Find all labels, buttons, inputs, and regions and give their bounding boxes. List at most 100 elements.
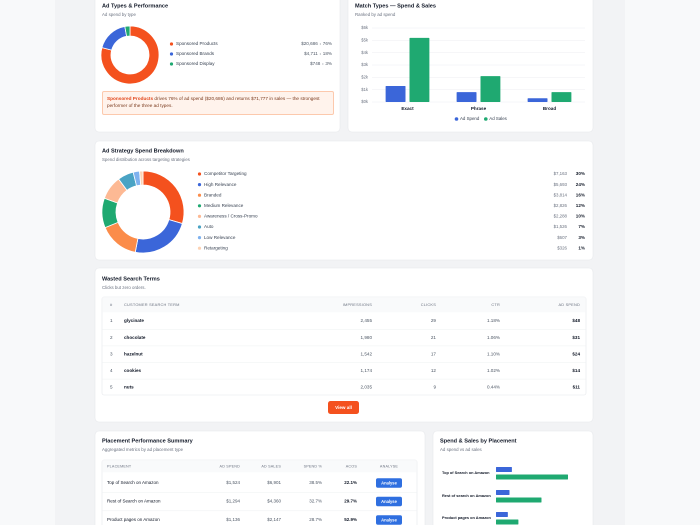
legend-swatch	[454, 117, 459, 121]
bar	[496, 467, 512, 472]
legend-value: $4,711	[304, 51, 318, 56]
table-cell: glycinate	[124, 318, 144, 323]
table-cell: Top of Search on Amazon	[107, 480, 159, 485]
legend-swatch	[197, 236, 202, 240]
table-cell: nuts	[124, 385, 134, 390]
table-cell: $14	[572, 368, 580, 373]
legend-value: $3,814	[554, 192, 568, 197]
table-cell: Rest of Search on Amazon	[107, 499, 161, 504]
card-subtitle: Ad spend vs ad sales	[440, 447, 483, 452]
table-cell: 1.06%	[487, 335, 500, 340]
legend-swatch	[197, 214, 202, 218]
legend-label: Low Relevance	[204, 235, 236, 240]
table-cell: 1	[110, 318, 113, 323]
bar	[527, 98, 548, 102]
column-header: AD SPEND	[559, 302, 581, 307]
table-cell: $48	[572, 318, 580, 323]
x-tick-label: Phrase	[471, 106, 487, 111]
table-cell: 22.1%	[344, 480, 357, 485]
legend-swatch	[169, 62, 174, 66]
table-cell: 9	[433, 385, 436, 390]
table-cell: 17	[431, 351, 437, 356]
view-all-button[interactable]	[328, 401, 359, 414]
table-cell: 1.10%	[487, 351, 500, 356]
analyse-button[interactable]	[376, 496, 402, 507]
bar	[496, 512, 508, 517]
analyse-button[interactable]	[376, 515, 402, 525]
legend-percent: 24%	[576, 182, 585, 187]
column-header: IMPRESSIONS	[343, 302, 372, 307]
table-header-bg	[102, 297, 586, 313]
card	[347, 0, 594, 133]
legend-value: $1,526	[554, 224, 568, 229]
table-cell: 1,174	[361, 368, 373, 373]
analyse-button[interactable]	[376, 478, 402, 488]
y-tick-label: $3k	[361, 62, 369, 67]
legend-percent: 76%	[323, 41, 332, 46]
legend-swatch	[197, 183, 202, 187]
bar	[496, 497, 542, 503]
legend-label: Ad Sales	[489, 116, 507, 121]
separator-dot	[319, 53, 321, 55]
card-title: Spend & Sales by Placement	[440, 438, 517, 444]
column-header: SPEND %	[304, 464, 323, 468]
legend-swatch	[169, 52, 174, 56]
table-cell: 28.7%	[309, 517, 322, 522]
legend-swatch	[483, 117, 488, 121]
table-cell: 32.7%	[309, 499, 322, 504]
legend-label: High Relevance	[204, 182, 237, 187]
legend-swatch	[197, 246, 202, 250]
column-header: CUSTOMER SEARCH TERM	[124, 302, 180, 307]
legend-value: $2,288	[554, 214, 568, 219]
table-cell: 2,455	[361, 318, 373, 323]
y-tick-label: $6k	[361, 25, 369, 30]
card-title: Ad Strategy Spend Breakdown	[102, 148, 184, 154]
bar	[496, 490, 510, 495]
legend-percent: 16%	[576, 192, 585, 197]
card-subtitle: Clicks but zero orders.	[102, 285, 146, 290]
table-cell: $31	[572, 335, 580, 340]
table-cell: 3	[110, 351, 113, 356]
legend-swatch	[197, 193, 202, 197]
column-header: ACOS	[346, 464, 358, 468]
legend-label: Sponsored Display	[176, 61, 215, 66]
legend-value: $748	[310, 61, 321, 66]
card-subtitle: Ranked by ad spend	[355, 12, 396, 17]
table-cell: 5	[110, 385, 113, 390]
table-cell: cookies	[124, 368, 142, 373]
column-header: PLACEMENT	[107, 464, 132, 468]
bar	[409, 37, 430, 102]
card-subtitle: Spend distribution across targeting stra…	[102, 157, 191, 162]
table-cell: 1,980	[361, 335, 373, 340]
column-header: #	[110, 302, 113, 307]
table-cell: Product pages on Amazon	[107, 517, 160, 522]
button-label: Analyse	[381, 517, 397, 522]
donut-segment	[139, 170, 144, 186]
table-cell: $1,294	[226, 499, 240, 504]
legend-value: $7,163	[554, 171, 568, 176]
table-cell: chocolate	[124, 335, 146, 340]
donut-segment	[124, 25, 131, 37]
table-cell: 52.9%	[344, 517, 357, 522]
card-title: Wasted Search Terms	[102, 276, 160, 282]
legend-label: Sponsored Brands	[176, 51, 215, 56]
bar	[456, 92, 477, 102]
table-cell: 1,542	[361, 351, 373, 356]
legend-swatch	[197, 204, 202, 208]
callout-highlight: Sponsored Products	[107, 96, 154, 101]
button-label: Analyse	[381, 480, 397, 485]
table-cell: $1,136	[226, 517, 240, 522]
card-subtitle: Ad spend by type	[102, 12, 136, 17]
y-tick-label: $0k	[361, 99, 369, 104]
y-tick-label: $4k	[361, 50, 369, 55]
table-cell: $4,360	[267, 499, 281, 504]
card-title: Placement Performance Summary	[102, 438, 194, 444]
bar-label: Rest of search on Amazon	[442, 493, 491, 498]
column-header: AD SALES	[261, 464, 281, 468]
bar-label: Product pages on Amazon	[442, 515, 492, 520]
table-cell: 38.5%	[309, 480, 322, 485]
table-cell: 2	[110, 335, 113, 340]
column-header: AD SPEND	[220, 464, 241, 468]
card-title: Match Types — Spend & Sales	[355, 3, 436, 9]
